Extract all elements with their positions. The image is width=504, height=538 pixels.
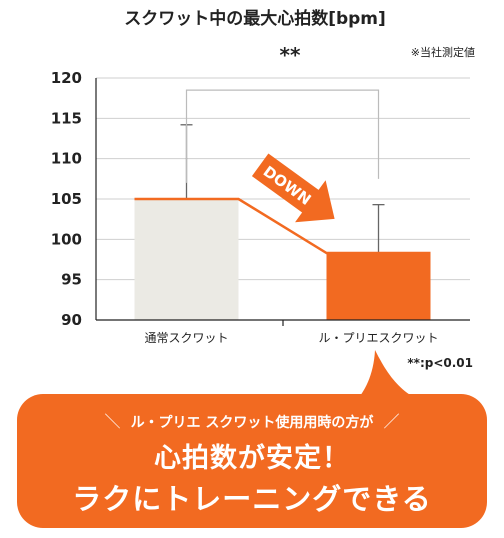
callout-line-1: 心拍数が安定！ bbox=[154, 443, 350, 474]
category-labels: 通常スクワット ル・プリエスクワット bbox=[144, 331, 438, 345]
callout-box: ＼ ル・プリエ スクワット使用用時の方が ／ 心拍数が安定！ ラクにトレーニングでき… bbox=[17, 394, 487, 528]
y-tick-labels: 90 95 100 105 110 115 120 bbox=[51, 69, 82, 329]
significance-bracket bbox=[185, 89, 380, 183]
callout-line-2: ラクにトレーニングできる bbox=[72, 482, 432, 516]
category-label: 通常スクワット bbox=[144, 331, 228, 345]
y-tick-label: 95 bbox=[61, 271, 82, 289]
down-arrow-shape bbox=[251, 153, 335, 223]
y-tick-label: 120 bbox=[51, 69, 82, 87]
bar bbox=[134, 199, 239, 320]
y-tick-label: 105 bbox=[51, 190, 82, 208]
callout-lead: ＼ ル・プリエ スクワット使用用時の方が ／ bbox=[17, 408, 487, 432]
bar bbox=[326, 253, 431, 320]
bars bbox=[134, 199, 431, 320]
significance-mark: ** bbox=[280, 43, 301, 67]
callout-lead-text: ル・プリエ スクワット使用用時の方が bbox=[130, 415, 374, 431]
chart-title: スクワット中の最大心拍数[bpm] bbox=[124, 8, 386, 29]
axes bbox=[95, 78, 470, 326]
y-tick-label: 100 bbox=[51, 230, 82, 248]
y-tick-label: 110 bbox=[51, 150, 82, 168]
y-tick-label: 90 bbox=[61, 311, 82, 329]
source-note: ※当社測定値 bbox=[411, 45, 475, 59]
trend-line bbox=[134, 197, 431, 255]
category-label: ル・プリエスクワット bbox=[318, 331, 438, 345]
slash-left: ＼ bbox=[104, 412, 121, 431]
slash-right: ／ bbox=[383, 412, 400, 431]
p-value-note: **:p<0.01 bbox=[407, 356, 473, 370]
y-tick-label: 115 bbox=[51, 109, 82, 127]
